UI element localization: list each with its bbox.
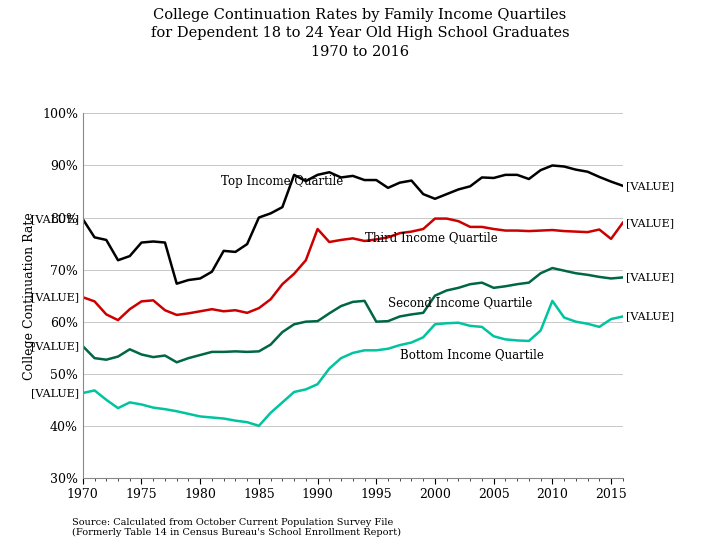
Text: [VALUE]: [VALUE] bbox=[31, 292, 79, 302]
Text: [VALUE]: [VALUE] bbox=[626, 312, 675, 321]
Text: Bottom Income Quartile: Bottom Income Quartile bbox=[400, 348, 544, 361]
Text: [VALUE]: [VALUE] bbox=[626, 272, 675, 282]
Y-axis label: College Continuation Rate: College Continuation Rate bbox=[23, 212, 37, 380]
Text: [VALUE]: [VALUE] bbox=[626, 181, 675, 191]
Text: [VALUE]: [VALUE] bbox=[626, 218, 675, 228]
Text: Second Income Quartile: Second Income Quartile bbox=[388, 296, 532, 309]
Text: Third Income Quartile: Third Income Quartile bbox=[364, 232, 498, 245]
Text: College Continuation Rates by Family Income Quartiles
for Dependent 18 to 24 Yea: College Continuation Rates by Family Inc… bbox=[150, 8, 570, 59]
Text: [VALUE]: [VALUE] bbox=[31, 214, 79, 224]
Text: [VALUE]: [VALUE] bbox=[31, 388, 79, 398]
Text: Top Income Quartile: Top Income Quartile bbox=[221, 176, 343, 188]
Text: [VALUE]: [VALUE] bbox=[31, 341, 79, 351]
Text: Source: Calculated from October Current Population Survey File
(Formerly Table 1: Source: Calculated from October Current … bbox=[72, 518, 401, 537]
